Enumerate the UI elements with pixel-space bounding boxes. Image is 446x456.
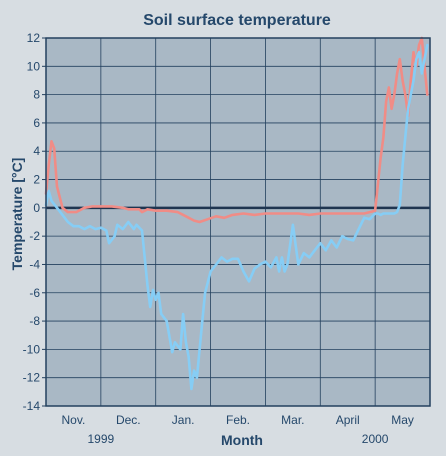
y-tick-label: 4 [33,144,40,158]
plot-frame [45,37,431,407]
y-tick-label: -4 [29,257,40,271]
series-line-1 [44,36,429,224]
y-axis-label: Temperature [°C] [9,158,25,271]
y-tick-label: 6 [33,116,40,130]
y-tick-label: -6 [29,286,40,300]
y-tick-label: 0 [33,201,40,215]
y-tick-label: -14 [23,399,41,413]
x-axis-ticks: Nov. Dec. Jan. Feb. Mar. April May [62,413,414,427]
year-label: 1999 [88,432,115,446]
y-tick-label: -8 [29,314,40,328]
y-tick-label: -2 [29,229,40,243]
x-axis-label: Month [221,432,263,448]
series-layer [44,36,429,391]
series-line-2 [44,43,429,391]
year-labels: 1999 2000 [88,432,389,446]
x-tick-label: Jan. [172,413,195,427]
plot-area [46,38,430,406]
y-tick-label: 12 [27,31,41,45]
y-tick-label: 2 [33,173,40,187]
y-tick-label: -10 [23,342,41,356]
grid-lines [46,38,430,406]
x-tick-label: April [336,413,360,427]
x-tick-label: Mar. [281,413,304,427]
y-axis-ticks: 12 10 8 6 4 2 0 -2 -4 -6 -8 -10 -12 -14 [23,31,46,413]
x-tick-label: May [391,413,414,427]
x-tick-label: Feb. [226,413,250,427]
y-tick-label: -12 [23,371,41,385]
y-tick-label: 8 [33,88,40,102]
year-label: 2000 [362,432,389,446]
chart-title: Soil surface temperature [143,12,331,29]
x-tick-label: Nov. [62,413,86,427]
x-tick-label: Dec. [116,413,141,427]
y-tick-label: 10 [27,59,41,73]
